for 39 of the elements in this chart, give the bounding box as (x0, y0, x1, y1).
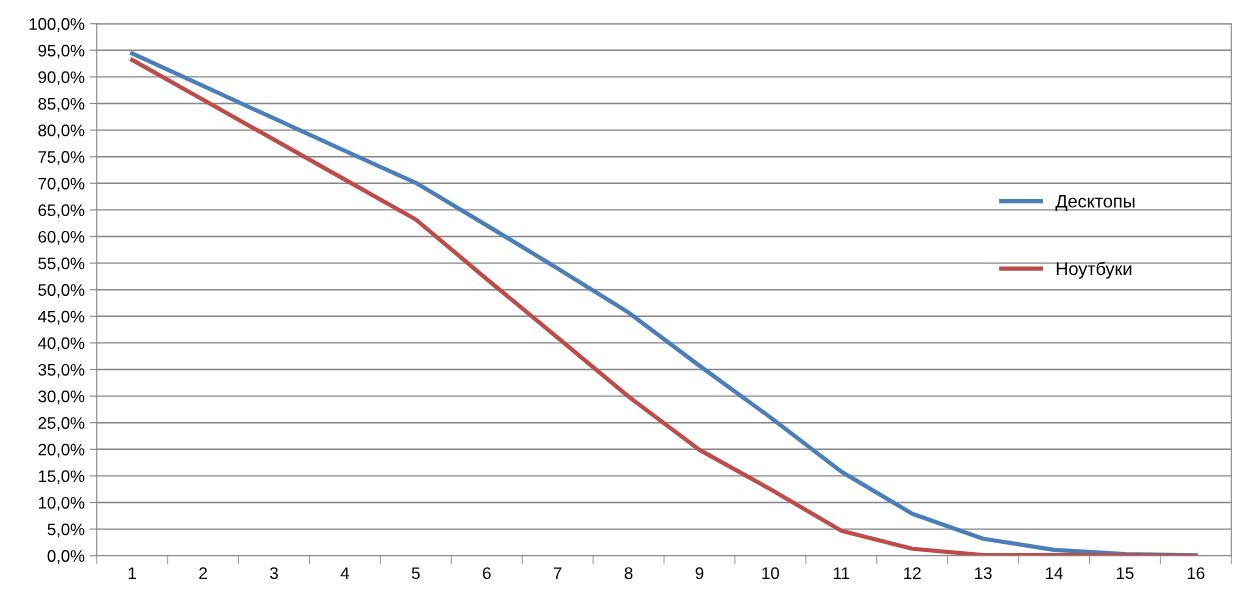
y-tick-label: 5,0% (47, 523, 85, 538)
y-tick-label: 70,0% (38, 177, 85, 192)
y-tick-label: 20,0% (38, 443, 85, 458)
x-tick-label: 11 (833, 567, 850, 579)
y-tick-label: 85,0% (38, 97, 85, 112)
x-tick-label: 12 (904, 567, 921, 579)
x-tick-label: 13 (975, 567, 992, 580)
x-tick-label: 7 (553, 567, 562, 579)
x-tick-label: 2 (199, 567, 207, 579)
x-tick-label: 3 (270, 567, 278, 580)
y-tick-label: 50,0% (38, 284, 85, 298)
y-tick-label: 10,0% (38, 496, 85, 511)
x-tick-label: 15 (1116, 567, 1134, 580)
y-tick-label: 15,0% (38, 470, 85, 485)
y-tick-label: 100,0% (29, 18, 85, 32)
y-tick-label: 25,0% (38, 417, 85, 431)
y-tick-label: 40,0% (38, 337, 85, 352)
y-tick-label: 60,0% (38, 230, 85, 245)
y-tick-label: 35,0% (38, 363, 85, 378)
x-tick-label: 8 (624, 567, 633, 580)
y-tick-label: 80,0% (38, 124, 85, 139)
y-tick-label: 30,0% (38, 390, 85, 405)
y-tick-label: 0,0% (47, 550, 85, 564)
y-tick-label: 75,0% (38, 151, 85, 165)
x-tick-label: 14 (1046, 567, 1063, 579)
y-tick-label: 65,0% (38, 204, 85, 219)
x-tick-label: 1 (128, 567, 136, 579)
y-tick-label: 45,0% (38, 310, 85, 325)
x-tick-label: 16 (1187, 567, 1205, 580)
x-tick-label: 4 (340, 567, 350, 579)
legend-label: Ноутбуки (1056, 261, 1132, 279)
x-tick-label: 10 (762, 567, 780, 580)
y-tick-label: 95,0% (38, 44, 85, 59)
x-tick-label: 6 (482, 567, 491, 580)
y-tick-label: 90,0% (38, 71, 85, 86)
y-tick-label: 55,0% (38, 257, 85, 272)
legend-label: Десктопы (1055, 194, 1135, 212)
x-tick-label: 5 (411, 567, 420, 580)
x-tick-label: 9 (695, 567, 704, 580)
